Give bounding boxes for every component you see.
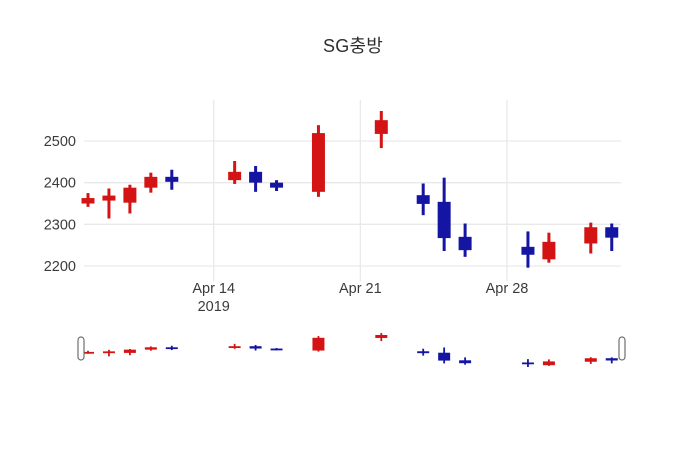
mini-candle-body [123,349,136,353]
candle-wick [107,188,111,219]
mini-candle-body [144,347,157,350]
axis-tick-labels: 2500 2400 2300 2200 Apr 14 2019 Apr 21 Apr 28 [44,134,529,315]
rangeslider-handle-right[interactable] [618,336,626,361]
rangeslider-candle-2019-04-15 [228,343,241,349]
candle-body [542,241,556,260]
mini-candle-body [102,351,115,354]
gridlines [84,100,621,281]
candle-body [437,201,451,239]
mini-candle-body [459,360,472,364]
rangeslider-candle-2019-04-25 [438,347,451,364]
candle-2019-04-09 [102,188,116,219]
candle-2019-04-15 [228,161,242,184]
candle-body [374,120,388,134]
candle-body [605,227,619,238]
candles [81,111,619,268]
mini-candle-body [584,358,597,362]
rangeslider-candle-2019-04-10 [123,349,136,356]
candle-body [144,176,158,188]
mini-candle-body [249,346,262,349]
y-tick-label: 2500 [44,134,76,150]
candle-2019-04-26 [458,223,472,257]
candle-body [249,171,263,183]
rangeslider-candle-2019-04-16 [249,344,262,351]
candle-2019-05-02 [584,222,598,254]
candle-2019-05-03 [605,223,619,251]
candle-2019-04-08 [81,193,95,207]
candle-2019-04-19 [311,125,325,197]
candle-body [458,236,472,251]
rangeslider-candle-2019-04-09 [102,349,115,357]
y-tick-label: 2400 [44,176,76,192]
rangeslider-candle-2019-05-02 [584,357,597,364]
plot-area[interactable] [84,100,621,281]
mini-candle-body [521,362,534,365]
candle-body [521,246,535,255]
rangeslider-candle-2019-04-19 [312,336,325,352]
mini-candle-body [165,347,178,350]
mini-candle-body [375,334,388,338]
mini-candle-body [228,346,241,349]
candle-2019-04-16 [249,166,263,192]
candle-2019-04-10 [123,184,137,214]
candle-2019-04-11 [144,172,158,193]
candle-body [81,198,95,204]
rangeslider-candle-2019-04-08 [82,350,94,354]
candle-body [102,195,116,201]
mini-candle-body [417,351,430,354]
candle-2019-04-25 [437,177,451,251]
rangeslider-candle-2019-05-03 [605,357,618,364]
mini-candle-body [542,361,555,366]
mini-candle-body [438,352,451,361]
candle-body [416,195,430,204]
y-tick-label: 2300 [44,217,76,233]
rangeslider-candle-2019-04-11 [144,346,157,351]
mini-candle-body [605,358,618,361]
x-tick-label: Apr 21 [339,281,382,297]
candle-2019-04-29 [521,231,535,268]
x-tick-year-label: 2019 [198,299,230,315]
candle-body [270,182,284,188]
candle-body [165,176,179,182]
rangeslider [77,333,626,367]
y-tick-label: 2200 [44,259,76,275]
mini-candle-body [82,351,94,354]
candle-2019-04-30 [542,232,556,263]
rangeslider-handle-left[interactable] [77,336,85,361]
mini-candle-body [312,337,325,351]
rangeslider-candle-2019-04-26 [459,357,472,365]
candle-2019-04-17 [270,180,284,191]
chart-title: SG충방 [323,36,383,56]
rangeslider-candle-2019-04-24 [417,348,430,356]
candle-body [228,171,242,181]
mini-candle-body [270,348,283,351]
candle-2019-04-22 [374,111,388,149]
x-tick-label: Apr 14 [192,281,235,297]
candle-body [311,133,325,192]
candle-2019-04-12 [165,169,179,190]
candle-body [584,227,598,244]
candle-body [123,187,137,203]
rangeslider-candle-2019-04-30 [542,359,555,366]
rangeslider-candle-2019-04-22 [375,333,388,342]
rangeslider-candle-2019-04-29 [521,359,534,367]
rangeslider-candle-2019-04-12 [165,345,178,351]
rangeslider-candle-2019-04-17 [270,348,283,351]
candle-2019-04-24 [416,183,430,216]
x-tick-label: Apr 28 [486,281,529,297]
